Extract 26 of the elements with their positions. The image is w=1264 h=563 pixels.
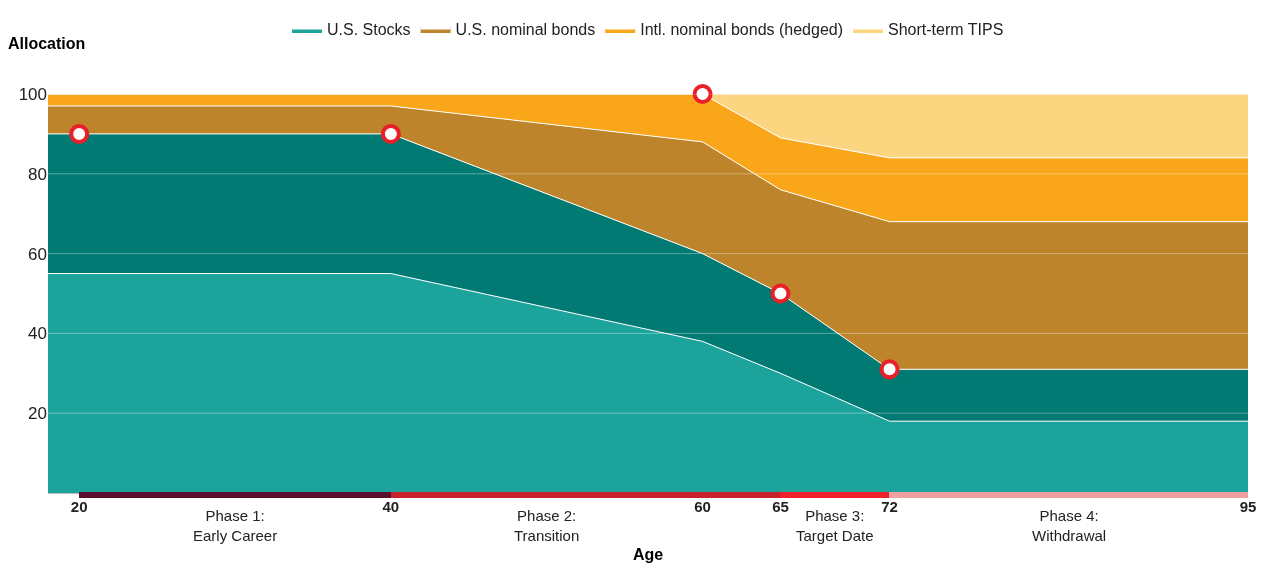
legend-label: Short-term TIPS bbox=[888, 21, 1004, 39]
point bbox=[770, 283, 791, 304]
x-tick-label: 60 bbox=[694, 498, 711, 515]
x-axis-title: Age bbox=[632, 546, 664, 563]
point bbox=[692, 84, 713, 104]
y-tick-label: 100 bbox=[18, 84, 47, 104]
text: Phase 3: Target Date bbox=[796, 507, 874, 544]
y-tick-label: 80 bbox=[28, 164, 47, 184]
legend-label: Intl. nominal bonds (hedged) bbox=[640, 21, 844, 39]
y-tick-label: 20 bbox=[28, 404, 47, 424]
x-tick-label: 72 bbox=[881, 498, 898, 515]
y-axis-title: Allocation bbox=[8, 35, 86, 52]
x-tick-label: 65 bbox=[772, 498, 789, 515]
point bbox=[380, 123, 401, 144]
y-tick-label: 40 bbox=[28, 324, 47, 344]
text: Phase 2: Transition bbox=[514, 507, 580, 544]
x-tick-label: 95 bbox=[1239, 498, 1257, 515]
point bbox=[69, 123, 90, 144]
legend-label: U.S. Stocks bbox=[327, 21, 411, 39]
x-tick-label: 20 bbox=[70, 498, 88, 515]
text: Phase 4: Withdrawal bbox=[1032, 507, 1107, 544]
legend-label: U.S. nominal bonds bbox=[455, 21, 596, 39]
y-tick-label: 60 bbox=[28, 244, 47, 264]
text: Phase 1: Early Career bbox=[193, 507, 278, 544]
x-tick-label: 40 bbox=[382, 498, 400, 515]
point bbox=[879, 359, 900, 380]
